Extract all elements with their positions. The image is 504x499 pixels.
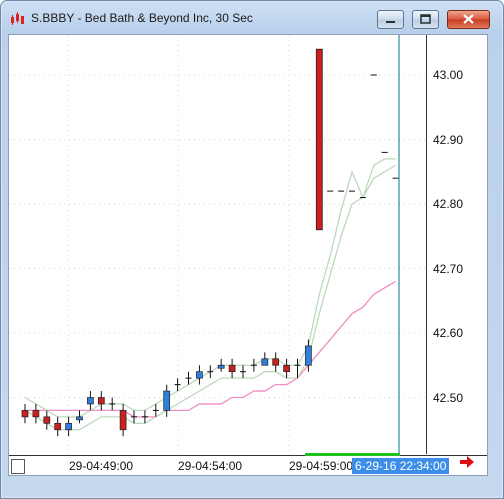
price-plot[interactable] bbox=[9, 35, 427, 454]
price-label: 42.60 bbox=[433, 326, 464, 340]
price-label: 42.50 bbox=[433, 390, 464, 405]
maximize-icon bbox=[420, 14, 431, 24]
candles-icon bbox=[11, 12, 24, 25]
time-label: 29-04:59:00 bbox=[289, 459, 354, 473]
window-title: S.BBBY - Bed Bath & Beyond Inc, 30 Sec bbox=[31, 11, 253, 25]
price-label: 42.80 bbox=[433, 197, 464, 211]
candle bbox=[65, 422, 72, 431]
arrow-right-icon[interactable] bbox=[459, 456, 475, 468]
candle bbox=[163, 390, 171, 411]
time-axis[interactable]: 29-04:49:00 29-04:54:00 29-04:59:00 6-29… bbox=[9, 453, 487, 475]
time-label: 29-04:49:00 bbox=[69, 459, 134, 473]
price-label: 42.90 bbox=[433, 132, 464, 147]
price-label: 42.70 bbox=[433, 261, 464, 276]
cursor-time-label: 6-29-16 22:34:00 bbox=[352, 458, 450, 474]
candle bbox=[76, 416, 83, 421]
candle bbox=[272, 358, 280, 366]
candle bbox=[228, 364, 236, 373]
time-label: 29-04:54:00 bbox=[178, 459, 243, 473]
candle bbox=[217, 364, 225, 369]
close-button[interactable] bbox=[447, 10, 490, 29]
candle bbox=[87, 397, 94, 405]
candle bbox=[32, 410, 40, 418]
axis-corner-box[interactable] bbox=[11, 459, 25, 474]
minimize-icon bbox=[386, 21, 395, 23]
maximize-button[interactable] bbox=[412, 10, 439, 29]
candle bbox=[305, 345, 312, 366]
chart-area[interactable]: 43.00 42.90 42.80 42.70 42.60 42.50 29-04:49:… bbox=[8, 34, 488, 476]
candle bbox=[97, 397, 105, 405]
minimize-button[interactable] bbox=[377, 10, 404, 29]
ma-fast-lower-line bbox=[24, 164, 396, 431]
price-axis[interactable]: 43.00 42.90 42.80 42.70 42.60 42.50 bbox=[427, 35, 487, 454]
candle bbox=[315, 48, 323, 231]
candle bbox=[196, 371, 203, 379]
time-range-indicator bbox=[305, 453, 400, 456]
candle bbox=[283, 364, 290, 373]
candle bbox=[119, 410, 127, 431]
title-bar[interactable]: S.BBBY - Bed Bath & Beyond Inc, 30 Sec bbox=[1, 1, 503, 35]
candle bbox=[261, 358, 269, 366]
close-icon bbox=[463, 14, 474, 24]
ma-slow-line bbox=[25, 280, 396, 418]
candle bbox=[43, 416, 51, 424]
candle bbox=[21, 410, 29, 418]
price-label: 43.00 bbox=[433, 68, 464, 82]
candle bbox=[54, 422, 62, 431]
